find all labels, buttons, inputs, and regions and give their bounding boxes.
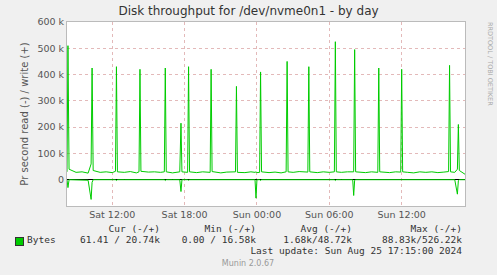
html-text:Max (-/+): Max (-/+) <box>410 223 462 234</box>
svg-text:100 k: 100 k <box>37 148 64 159</box>
svg-text:Sat 18:00: Sat 18:00 <box>162 209 208 220</box>
svg-text:400 k: 400 k <box>37 69 64 80</box>
svg-text:500 k: 500 k <box>37 43 64 54</box>
html-text:61.41 / 20.74k: 61.41 / 20.74k <box>79 234 160 245</box>
html-text:88.83k/526.22k: 88.83k/526.22k <box>381 234 462 245</box>
svg-text:300 k: 300 k <box>37 95 64 106</box>
html-text:0.00 / 16.58k: 0.00 / 16.58k <box>181 234 256 245</box>
html-text:Last update: Sun Aug 25 17:15:: Last update: Sun Aug 25 17:15:00 2024 <box>250 245 462 256</box>
html-text:Munin 2.0.67: Munin 2.0.67 <box>221 259 275 268</box>
svg-text:0: 0 <box>58 174 64 185</box>
html-text:1.68k/48.72k: 1.68k/48.72k <box>283 234 352 245</box>
svg-text:Pr second read (-) / write (+): Pr second read (-) / write (+) <box>19 42 30 185</box>
html-text:Min (-/+): Min (-/+) <box>204 223 256 234</box>
html-text:RRDTOOL / TOBI OETIKER: RRDTOOL / TOBI OETIKER <box>486 22 494 106</box>
svg-text:600 k: 600 k <box>37 16 64 27</box>
svg-text:Sun 12:00: Sun 12:00 <box>377 209 425 220</box>
svg-text:Disk throughput for /dev/nvme0: Disk throughput for /dev/nvme0n1 - by da… <box>118 4 378 18</box>
svg-text:Sun 00:00: Sun 00:00 <box>233 209 281 220</box>
html-text:Cur (-/+): Cur (-/+) <box>108 223 160 234</box>
html-text:Bytes: Bytes <box>27 234 56 245</box>
svg-text:Sun 06:00: Sun 06:00 <box>305 209 353 220</box>
svg-text:Sat 12:00: Sat 12:00 <box>89 209 135 220</box>
svg-text:200 k: 200 k <box>37 121 64 132</box>
html-text:Avg (-/+): Avg (-/+) <box>300 223 352 234</box>
